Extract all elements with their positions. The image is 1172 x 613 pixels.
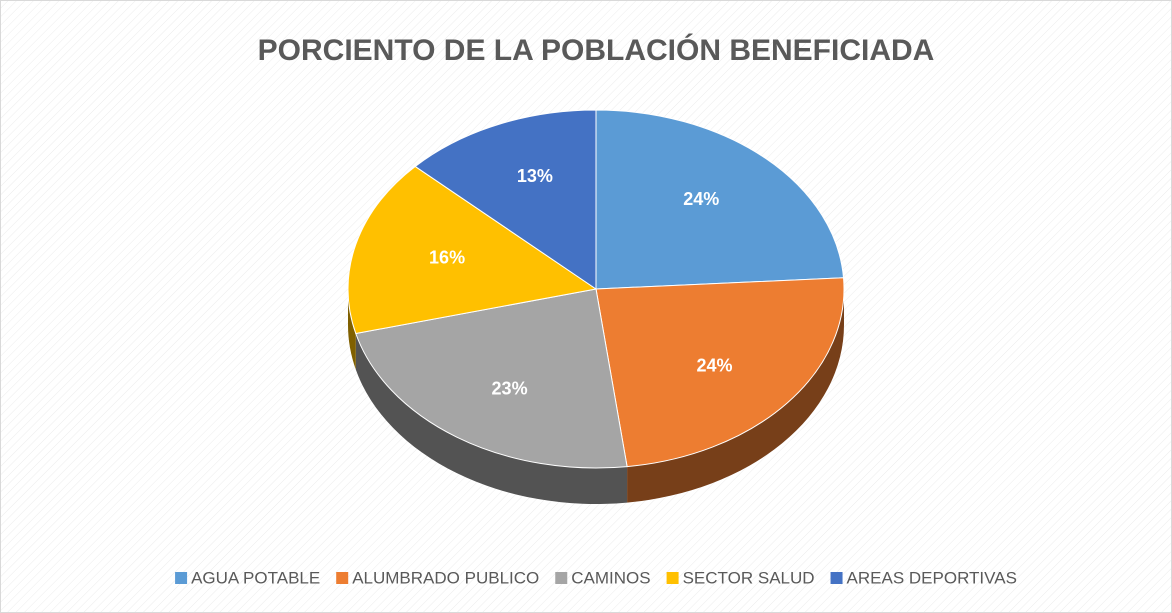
pie-side — [348, 289, 356, 370]
legend-label: AREAS DEPORTIVAS — [847, 568, 1017, 587]
legend-label: AGUA POTABLE — [191, 568, 320, 587]
pie-side — [627, 289, 844, 503]
pie-sides — [348, 289, 844, 505]
legend-swatch — [175, 572, 188, 584]
pie-slice — [347, 165, 598, 335]
legend-label: SECTOR SALUD — [683, 568, 815, 587]
data-labels: 24% 24% 23% 16% 13% — [429, 166, 732, 398]
pie-top — [347, 109, 845, 469]
data-label: 13% — [517, 166, 553, 186]
chart-title: PORCIENTO DE LA POBLACIÓN BENEFICIADA — [258, 33, 935, 67]
pie-slice — [355, 288, 628, 469]
data-label: 24% — [683, 189, 719, 209]
data-label: 16% — [429, 247, 465, 267]
pie-slice — [595, 109, 845, 290]
pie-slice — [414, 109, 597, 290]
legend: AGUA POTABLE ALUMBRADO PUBLICO CAMINOS SECT… — [175, 568, 1017, 587]
pie-slice — [595, 277, 845, 468]
legend-label: CAMINOS — [571, 568, 650, 587]
legend-swatch — [830, 572, 843, 584]
legend-label: ALUMBRADO PUBLICO — [352, 568, 539, 587]
legend-swatch — [666, 572, 679, 584]
data-label: 23% — [492, 378, 528, 398]
data-label: 24% — [696, 355, 732, 375]
legend-swatch — [555, 572, 568, 584]
legend-swatch — [336, 572, 349, 584]
pie-side — [355, 333, 628, 505]
